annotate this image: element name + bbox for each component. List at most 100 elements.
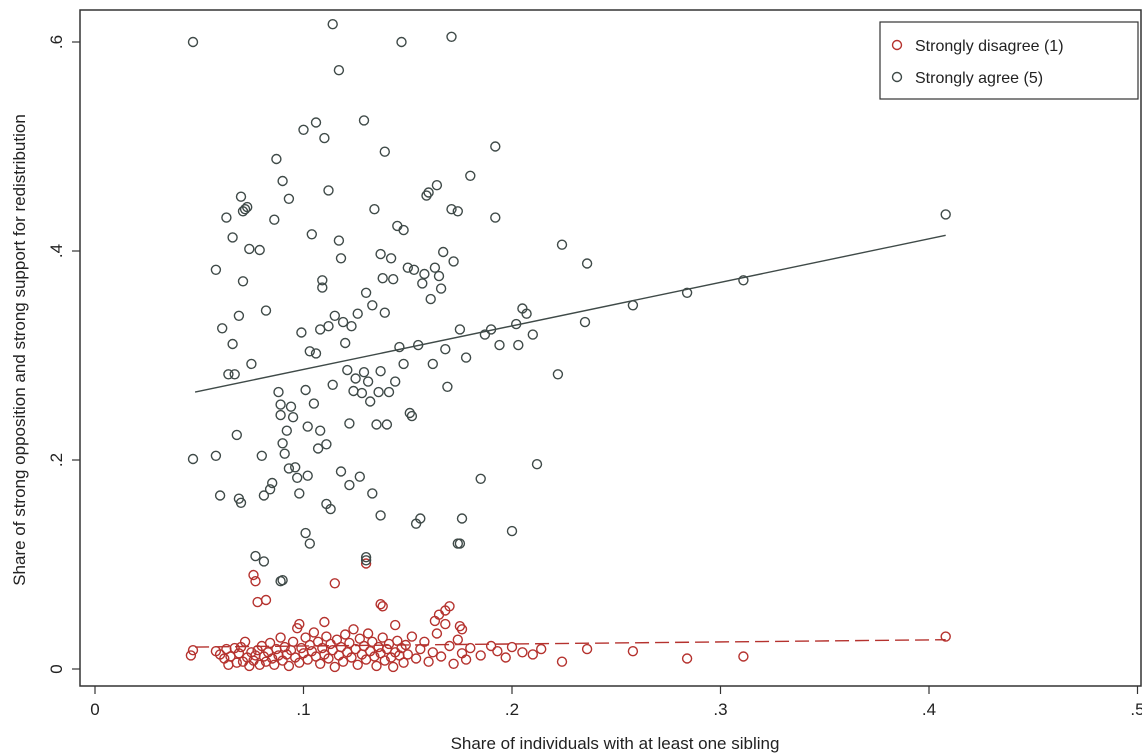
point-strongly-disagree [454,621,466,632]
point-strongly-disagree [346,652,357,663]
point-strongly-agree [423,187,434,198]
point-strongly-agree [442,381,453,392]
point-strongly-agree [460,352,472,363]
point-strongly-disagree [287,636,299,647]
point-strongly-disagree [283,660,295,672]
point-strongly-agree [490,212,501,223]
point-strongly-agree [446,31,457,42]
point-strongly-disagree [431,628,443,639]
point-strongly-disagree [264,637,276,649]
point-strongly-agree [337,316,349,328]
point-strongly-agree [452,206,463,217]
point-strongly-agree [264,484,276,495]
point-strongly-disagree [344,637,355,649]
point-strongly-disagree [250,576,261,587]
point-strongly-agree [296,327,307,338]
point-strongly-agree [323,185,334,196]
point-strongly-agree [356,387,368,399]
point-strongly-disagree [335,641,347,653]
x-tick-label: .2 [505,700,519,719]
point-strongly-agree [302,470,313,481]
point-strongly-disagree [187,645,199,656]
point-strongly-agree [327,379,338,390]
point-strongly-agree [362,376,374,387]
point-strongly-agree [360,552,372,563]
point-strongly-agree [317,275,328,286]
point-strongly-agree [448,256,459,267]
point-strongly-agree [327,19,338,30]
point-strongly-agree [417,278,428,289]
point-strongly-disagree [337,656,349,667]
point-strongly-agree [227,232,238,243]
y-tick-label: .6 [47,35,66,49]
point-strongly-disagree [419,636,430,647]
point-strongly-agree [552,369,564,380]
point-strongly-agree [581,258,593,269]
point-strongly-agree [344,418,355,429]
point-strongly-agree [406,410,418,422]
point-strongly-agree [304,538,315,549]
point-strongly-agree [431,179,443,191]
plot-frame [79,9,1142,687]
point-strongly-agree [269,214,280,225]
fit-line-strongly-agree [194,234,946,393]
point-strongly-disagree [315,658,326,669]
point-strongly-agree [290,462,301,473]
point-strongly-agree [396,36,407,48]
point-strongly-agree [377,273,388,284]
x-axis-label: Share of individuals with at least one s… [451,734,780,753]
point-strongly-disagree [536,643,547,655]
legend-label-disagree: Strongly disagree (1) [915,38,1064,55]
point-strongly-disagree [485,640,497,652]
point-strongly-disagree [267,653,278,664]
point-strongly-disagree [627,646,639,657]
point-strongly-agree [375,248,386,260]
point-strongly-agree [310,117,322,128]
point-strongly-agree [344,479,355,491]
point-strongly-disagree [456,624,468,635]
point-strongly-disagree [681,653,693,664]
point-strongly-agree [310,348,322,359]
point-strongly-disagree [410,653,422,664]
point-strongly-disagree [348,624,359,635]
point-strongly-disagree [319,616,330,628]
point-strongly-agree [438,246,449,258]
point-strongly-agree [365,396,376,407]
point-strongly-agree [402,262,413,273]
point-strongly-disagree [581,643,593,655]
point-strongly-agree [275,409,286,421]
point-strongly-agree [506,525,518,537]
point-strongly-agree [404,407,415,419]
point-strongly-agree [298,124,309,136]
point-strongly-agree [371,419,382,430]
y-tick-label: .2 [47,453,66,467]
point-strongly-disagree [367,636,378,647]
point-strongly-agree [308,398,320,409]
point-strongly-agree [531,459,543,470]
point-strongly-agree [465,170,476,182]
point-strongly-agree [350,373,361,384]
point-strongly-agree [367,488,378,499]
point-strongly-disagree [738,651,749,662]
point-strongly-disagree [233,648,245,659]
point-strongly-disagree [460,654,472,665]
fit-lines [194,234,946,648]
point-strongly-agree [390,376,401,387]
point-strongly-agree [388,274,399,285]
legend-marker-disagree [891,39,903,51]
point-strongly-disagree [402,649,413,660]
point-strongly-agree [398,358,409,370]
point-strongly-disagree [340,629,351,640]
point-strongly-agree [358,115,370,126]
point-strongly-agree [214,490,226,501]
point-strongly-agree [379,307,390,318]
x-tick-label: .1 [296,700,310,719]
legend-marker-agree [891,71,903,83]
point-strongly-disagree [406,631,418,642]
point-strongly-agree [383,386,395,398]
point-strongly-agree [394,341,405,353]
point-strongly-disagree [517,647,528,658]
fit-line-strongly-disagree [195,639,946,648]
